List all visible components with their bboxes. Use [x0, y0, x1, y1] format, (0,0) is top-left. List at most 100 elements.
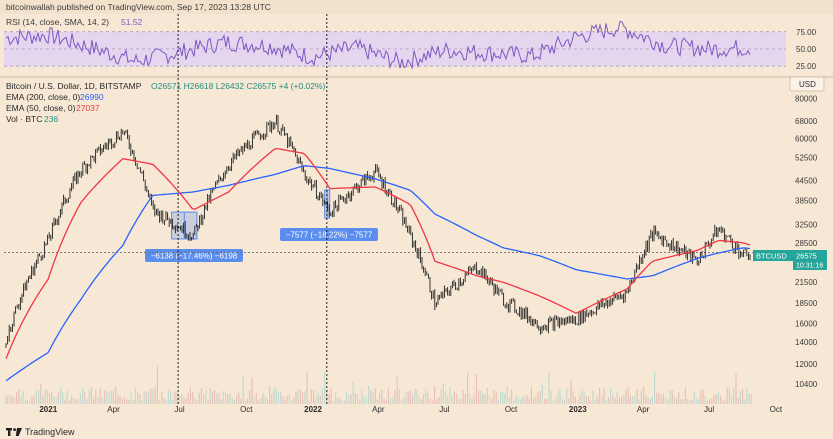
time-tick-label: Jul	[174, 405, 184, 414]
volume-bar	[726, 387, 728, 404]
volume-bar	[324, 370, 326, 404]
volume-bar	[352, 381, 354, 404]
volume-bar	[473, 394, 475, 404]
volume-bar	[330, 388, 332, 404]
volume-bar	[73, 397, 75, 404]
rsi-line	[5, 20, 751, 70]
volume-bar	[702, 389, 704, 404]
volume-bar	[497, 399, 499, 404]
volume-bar	[561, 398, 563, 404]
volume-bar	[607, 397, 609, 404]
volume-bar	[524, 397, 526, 404]
volume-bar	[304, 391, 306, 404]
volume-bar	[482, 393, 484, 404]
volume-bar	[412, 395, 414, 404]
volume-bar	[55, 397, 57, 404]
time-tick-label: Jul	[439, 405, 449, 414]
publisher-bar: bitcoinwallah published on TradingView.c…	[0, 0, 833, 14]
volume-bar	[552, 400, 554, 404]
volume-bar	[174, 391, 176, 404]
volume-bar	[495, 392, 497, 404]
volume-bar	[104, 390, 106, 404]
volume-bar	[126, 399, 128, 404]
volume-bar	[742, 388, 744, 404]
volume-bar	[216, 392, 218, 404]
volume-bar	[572, 390, 574, 404]
volume-bar	[436, 398, 438, 404]
time-tick-label: 2022	[304, 405, 322, 414]
volume-bar	[594, 399, 596, 404]
price-tick-label: 10400	[795, 380, 818, 389]
volume-bar	[20, 395, 22, 404]
volume-bar	[684, 387, 686, 404]
volume-bar	[90, 387, 92, 404]
volume-bar	[627, 387, 629, 404]
volume-bar	[348, 395, 350, 404]
volume-bar	[273, 387, 275, 404]
volume-bar	[673, 395, 675, 404]
volume-bar	[590, 400, 592, 404]
volume-bar	[427, 392, 429, 404]
ema200-legend-value: 26990	[80, 92, 104, 102]
volume-bar	[447, 397, 449, 404]
volume-bars	[5, 366, 752, 404]
volume-bar	[194, 396, 196, 404]
volume-bar	[750, 393, 752, 404]
volume-legend: Vol · BTC	[6, 114, 42, 124]
volume-bar	[123, 397, 125, 404]
ema50-legend: EMA (50, close, 0)	[6, 103, 76, 113]
volume-bar	[533, 398, 535, 404]
volume-bar	[280, 391, 282, 404]
volume-bar	[376, 399, 378, 404]
volume-bar	[172, 398, 174, 404]
volume-bar	[365, 397, 367, 404]
volume-bar	[511, 389, 513, 404]
price-tick-label: 18500	[795, 299, 818, 308]
price-tick-label: 80000	[795, 94, 818, 103]
volume-bar	[242, 375, 244, 404]
volume-bar	[429, 398, 431, 404]
volume-bar	[588, 396, 590, 404]
volume-bar	[229, 393, 231, 404]
volume-bar	[145, 391, 147, 404]
volume-bar	[409, 390, 411, 404]
chart-svg[interactable]: 75.00 50.00 25.00 RSI (14, close, SMA, 14,…	[0, 14, 833, 425]
price-tick-label: 32500	[795, 220, 818, 229]
ema200-line	[5, 165, 751, 382]
price-tag-value: 26575	[796, 252, 817, 261]
price-tick-label: 60000	[795, 135, 818, 144]
volume-bar	[695, 398, 697, 404]
volume-bar	[154, 387, 156, 404]
volume-bar	[471, 398, 473, 404]
volume-bar	[489, 396, 491, 404]
volume-bar	[398, 389, 400, 404]
volume-bar	[49, 393, 51, 404]
volume-bar	[660, 394, 662, 404]
volume-bar	[484, 394, 486, 404]
volume-bar	[407, 391, 409, 404]
currency-box[interactable]	[789, 76, 825, 92]
volume-bar	[748, 393, 750, 404]
volume-bar	[233, 399, 235, 404]
volume-bar	[139, 393, 141, 404]
volume-bar	[238, 392, 240, 404]
volume-bar	[218, 393, 220, 404]
price-tick-label: 68000	[795, 117, 818, 126]
time-tick-label: 2021	[39, 405, 57, 414]
volume-bar	[207, 399, 209, 404]
volume-bar	[251, 377, 253, 404]
volume-bar	[438, 396, 440, 404]
volume-bar	[95, 389, 97, 404]
volume-bar	[709, 399, 711, 404]
volume-bar	[170, 391, 172, 404]
footer-bar: TradingView	[0, 425, 833, 439]
volume-bar	[453, 391, 455, 404]
volume-bar	[634, 396, 636, 404]
volume-bar	[148, 391, 150, 404]
volume-bar	[357, 394, 359, 404]
volume-bar	[456, 393, 458, 404]
volume-bar	[610, 388, 612, 404]
ohlc-values: O26571 H26618 L26432 C26575 +4 (+0.02%)	[151, 81, 326, 91]
volume-bar	[161, 391, 163, 404]
